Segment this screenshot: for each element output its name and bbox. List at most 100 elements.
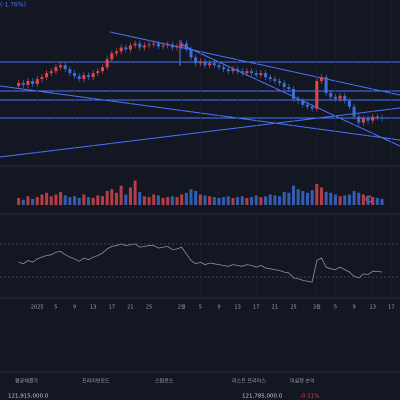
volume-bar	[250, 197, 254, 205]
candle-body	[291, 88, 296, 99]
volume-bar	[380, 198, 384, 205]
candle-body	[254, 73, 258, 76]
candle-body	[240, 71, 244, 74]
volume-bar	[82, 194, 86, 205]
volume-bar	[152, 194, 156, 205]
candle-body	[250, 71, 254, 74]
candle-body	[26, 81, 30, 85]
volume-bar	[273, 195, 277, 205]
volume-bar	[142, 196, 146, 205]
candle-body	[73, 73, 77, 77]
candle-body	[161, 45, 165, 47]
volume-bar	[352, 191, 356, 205]
volume-bar	[254, 195, 258, 205]
candle-body	[259, 73, 263, 76]
volume-bar	[357, 192, 361, 205]
volume-bar	[124, 194, 128, 205]
volume-bar	[40, 194, 44, 205]
candle-body	[236, 69, 240, 72]
volume-bar	[110, 189, 114, 205]
volume-bar	[296, 189, 300, 205]
volume-bar	[180, 194, 184, 205]
candle-body	[366, 118, 370, 121]
volume-bar	[371, 197, 375, 205]
volume-bar	[49, 196, 53, 205]
volume-bar	[236, 197, 240, 205]
volume-bar	[170, 196, 174, 205]
candle-body	[138, 43, 142, 48]
candle-body	[361, 118, 365, 123]
candle-body	[301, 100, 305, 105]
candle-body	[371, 116, 375, 121]
candle-body	[343, 95, 347, 101]
candle-body	[231, 69, 235, 72]
candle-body	[319, 77, 323, 82]
volume-bar	[133, 180, 137, 205]
volume-bar	[194, 191, 198, 205]
candle-body	[347, 100, 351, 107]
volume-bar	[31, 198, 35, 205]
volume-bar	[161, 198, 165, 205]
candle-body	[333, 96, 337, 99]
candle-body	[180, 43, 184, 47]
volume-bar	[87, 197, 91, 205]
volume-bar	[287, 192, 291, 205]
volume-bar	[324, 191, 328, 205]
candle-body	[91, 73, 95, 78]
candle-body	[17, 83, 21, 86]
candle-body	[198, 61, 202, 64]
volume-bar	[156, 195, 160, 205]
candle-body	[133, 43, 137, 46]
candle-body	[68, 69, 72, 74]
volume-bar	[63, 195, 67, 205]
candle-body	[100, 67, 105, 72]
footer-label: 평균체결가	[15, 378, 38, 385]
volume-bar	[259, 197, 263, 205]
candle-body	[357, 116, 361, 123]
candle-body	[380, 117, 384, 119]
volume-bar	[329, 192, 333, 205]
candle-body	[245, 71, 249, 74]
volume-bar	[175, 197, 179, 205]
volume-bar	[21, 199, 25, 205]
volume-bar	[54, 194, 58, 205]
x-tick-label: 17	[109, 305, 115, 311]
x-tick-label: 5	[199, 305, 202, 311]
candle-body	[264, 73, 268, 78]
candle-body	[273, 79, 277, 82]
volume-bar	[375, 198, 379, 205]
candle-body	[45, 73, 49, 78]
candle-body	[278, 81, 282, 84]
volume-bar	[184, 192, 188, 205]
candle-body	[63, 65, 67, 70]
volume-bar	[105, 191, 109, 205]
volume-bar	[100, 196, 105, 205]
volume-bar	[166, 197, 170, 205]
volume-bar	[114, 192, 118, 205]
footer-value: -0.11%	[300, 394, 319, 400]
volume-bar	[138, 191, 142, 205]
volume-bar	[212, 197, 216, 205]
footer-label: 미실현 손익	[290, 378, 315, 385]
volume-bar	[203, 195, 207, 205]
x-tick-label: 9	[217, 305, 220, 311]
volume-bar	[240, 196, 244, 205]
rsi-line	[18, 243, 383, 283]
volume-bar	[305, 192, 309, 205]
candle-body	[21, 83, 25, 85]
x-tick-label: 5	[334, 305, 337, 311]
x-tick-label: 21	[272, 305, 278, 311]
x-tick-label: 9	[352, 305, 355, 311]
volume-bar	[278, 196, 282, 205]
volume-bar	[310, 190, 314, 205]
x-tick-label: 25	[290, 305, 296, 311]
volume-bar	[91, 198, 95, 205]
volume-bar	[315, 184, 319, 205]
candle-body	[208, 63, 212, 66]
candle-body	[175, 46, 179, 48]
candle-body	[305, 104, 309, 107]
candle-body	[287, 86, 291, 89]
volume-bar	[96, 195, 100, 205]
volume-bar	[59, 191, 63, 205]
volume-bar	[73, 196, 77, 205]
